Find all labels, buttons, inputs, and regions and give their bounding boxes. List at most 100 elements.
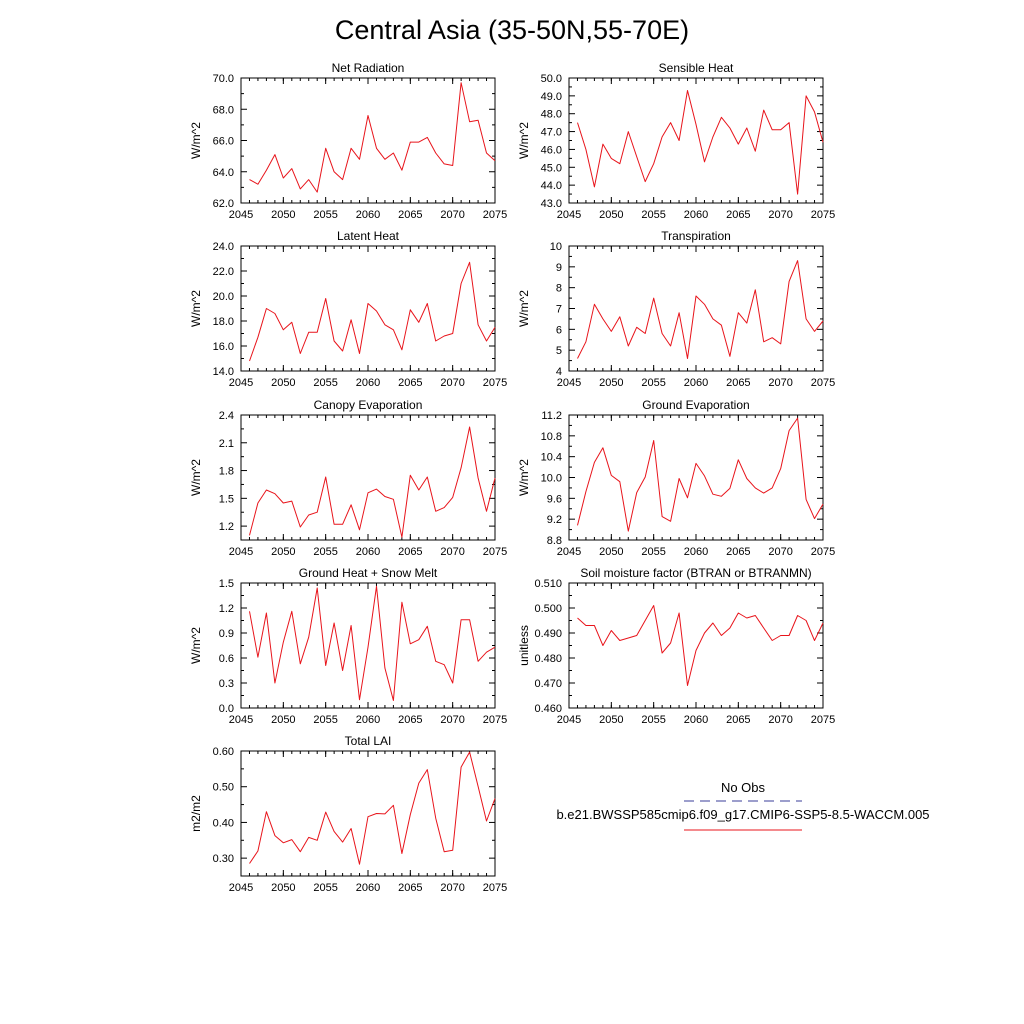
y-tick-label: 0.490 xyxy=(534,628,562,640)
y-tick-label: 10.0 xyxy=(541,473,562,485)
plot-frame xyxy=(240,414,496,541)
y-tick-label: 9 xyxy=(556,262,562,274)
x-tick-label: 2060 xyxy=(356,546,380,558)
y-tick-label: 1.8 xyxy=(219,466,234,478)
panel-title: Ground Evaporation xyxy=(642,398,749,412)
x-tick-label: 2050 xyxy=(599,714,623,726)
y-tick-label: 8.8 xyxy=(547,535,562,547)
x-tick-label: 2075 xyxy=(483,377,507,389)
y-tick-label: 24.0 xyxy=(213,241,234,253)
y-tick-label: 16.0 xyxy=(213,341,234,353)
x-tick-label: 2050 xyxy=(599,377,623,389)
y-tick-label: 0.6 xyxy=(219,653,234,665)
y-axis-label: W/m^2 xyxy=(517,122,531,159)
y-tick-label: 1.2 xyxy=(219,521,234,533)
x-tick-label: 2045 xyxy=(229,714,253,726)
x-tick-label: 2070 xyxy=(440,209,464,221)
x-tick-label: 2065 xyxy=(398,377,422,389)
y-tick-label: 5 xyxy=(556,345,562,357)
y-tick-label: 0.510 xyxy=(534,578,562,590)
y-tick-label: 47.0 xyxy=(541,127,562,139)
x-tick-label: 2075 xyxy=(483,546,507,558)
legend: No Obs b.e21.BWSSP585cmip6.f09_g17.CMIP6… xyxy=(556,780,930,831)
x-tick-label: 2045 xyxy=(229,546,253,558)
y-tick-label: 0.470 xyxy=(534,678,562,690)
y-tick-label: 9.2 xyxy=(547,514,562,526)
x-tick-label: 2060 xyxy=(356,882,380,894)
y-tick-label: 49.0 xyxy=(541,91,562,103)
panel-title: Canopy Evaporation xyxy=(314,398,423,412)
x-tick-label: 2050 xyxy=(271,377,295,389)
x-tick-label: 2075 xyxy=(811,209,835,221)
x-tick-label: 2060 xyxy=(356,377,380,389)
x-tick-label: 2050 xyxy=(271,714,295,726)
panel-title: Transpiration xyxy=(661,229,731,243)
panel-title: Ground Heat + Snow Melt xyxy=(299,566,438,580)
plot-frame xyxy=(240,77,496,204)
y-tick-label: 4 xyxy=(556,366,562,378)
legend-label-no-obs: No Obs xyxy=(721,780,766,795)
y-tick-label: 22.0 xyxy=(213,266,234,278)
y-tick-label: 66.0 xyxy=(213,136,234,148)
x-tick-label: 2045 xyxy=(557,209,581,221)
x-tick-label: 2055 xyxy=(641,714,665,726)
x-tick-label: 2065 xyxy=(726,546,750,558)
x-tick-label: 2060 xyxy=(684,546,708,558)
panel-title: Latent Heat xyxy=(337,229,400,243)
x-tick-label: 2070 xyxy=(768,546,792,558)
y-tick-label: 0.480 xyxy=(534,653,562,665)
series-line-ground-evaporation xyxy=(577,417,824,532)
x-tick-label: 2075 xyxy=(483,209,507,221)
x-tick-label: 2045 xyxy=(229,882,253,894)
x-tick-label: 2045 xyxy=(557,714,581,726)
x-tick-label: 2065 xyxy=(726,714,750,726)
series-line-latent-heat xyxy=(249,261,496,362)
y-axis-label: W/m^2 xyxy=(189,459,203,496)
x-tick-label: 2050 xyxy=(599,546,623,558)
x-tick-label: 2070 xyxy=(440,377,464,389)
y-tick-label: 0.500 xyxy=(534,603,562,615)
y-tick-label: 18.0 xyxy=(213,316,234,328)
panel-total-lai: Total LAI 2045 2050 2055 2060 2065 2070 2075 0.3… xyxy=(189,734,507,894)
x-tick-label: 2050 xyxy=(271,882,295,894)
panel-ground-heat-snow-melt: Ground Heat + Snow Melt 2045 2050 2055 2060 2… xyxy=(189,566,507,726)
panel-net-radiation: Net Radiation 2045 2050 2055 2060 2065 2070 207… xyxy=(189,61,507,221)
y-tick-label: 10 xyxy=(550,241,562,253)
figure-title: Central Asia (35-50N,55-70E) xyxy=(335,15,689,45)
y-axis-label: W/m^2 xyxy=(517,290,531,327)
panel-transpiration: Transpiration 2045 2050 2055 2060 2065 2070 207… xyxy=(517,229,835,389)
y-tick-label: 45.0 xyxy=(541,162,562,174)
y-tick-label: 6 xyxy=(556,324,562,336)
x-tick-label: 2065 xyxy=(398,882,422,894)
y-axis-label: W/m^2 xyxy=(189,627,203,664)
series-line-canopy-evaporation xyxy=(249,426,496,538)
series-line-transpiration xyxy=(577,260,824,359)
y-tick-label: 2.4 xyxy=(219,410,234,422)
x-tick-label: 2055 xyxy=(641,377,665,389)
y-tick-label: 2.1 xyxy=(219,438,234,450)
y-tick-label: 64.0 xyxy=(213,167,234,179)
x-tick-label: 2060 xyxy=(356,209,380,221)
x-tick-label: 2065 xyxy=(398,546,422,558)
y-tick-label: 70.0 xyxy=(213,73,234,85)
series-line-net-radiation xyxy=(249,82,496,193)
x-tick-label: 2075 xyxy=(811,377,835,389)
y-axis-label: unitless xyxy=(517,625,531,666)
y-tick-label: 1.5 xyxy=(219,578,234,590)
y-tick-label: 9.6 xyxy=(547,493,562,505)
x-tick-label: 2055 xyxy=(641,209,665,221)
y-tick-label: 11.2 xyxy=(541,410,562,422)
x-tick-label: 2065 xyxy=(398,209,422,221)
x-tick-label: 2045 xyxy=(229,209,253,221)
plot-frame xyxy=(568,414,824,541)
x-tick-label: 2050 xyxy=(599,209,623,221)
y-axis-label: m2/m2 xyxy=(189,795,203,832)
plot-frame xyxy=(568,245,824,372)
y-tick-label: 0.460 xyxy=(534,703,562,715)
y-tick-label: 0.0 xyxy=(219,703,234,715)
x-tick-label: 2060 xyxy=(684,209,708,221)
y-tick-label: 46.0 xyxy=(541,144,562,156)
x-tick-label: 2060 xyxy=(684,714,708,726)
panels: Net Radiation 2045 2050 2055 2060 2065 2070 207… xyxy=(189,61,835,894)
